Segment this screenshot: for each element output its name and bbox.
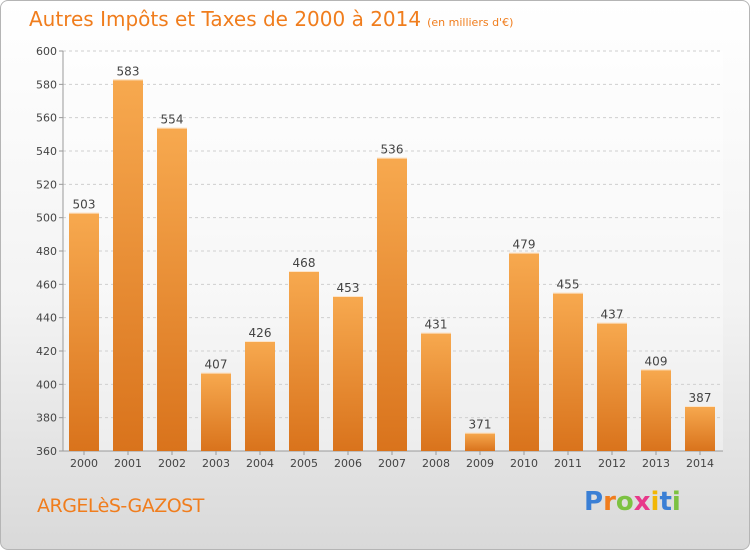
bar-value-label: 407: [205, 358, 228, 372]
bar: [377, 157, 407, 451]
logo-letter: o: [615, 487, 634, 517]
bar: [553, 292, 583, 451]
x-tick-label: 2010: [510, 457, 538, 470]
x-tick-label: 2004: [246, 457, 274, 470]
bar: [509, 252, 539, 451]
x-tick-label: 2012: [598, 457, 626, 470]
x-tick-label: 2007: [378, 457, 406, 470]
y-tick-label: 420: [36, 345, 57, 358]
town-name: ARGELèS-GAZOST: [37, 495, 204, 517]
y-tick-label: 440: [36, 312, 57, 325]
bar: [333, 296, 363, 451]
x-tick-label: 2013: [642, 457, 670, 470]
bar-value-label: 554: [161, 113, 184, 127]
bar-value-label: 536: [381, 143, 404, 157]
bar: [597, 322, 627, 451]
bar: [421, 332, 451, 451]
bar: [465, 432, 495, 451]
x-tick-label: 2006: [334, 457, 362, 470]
logo-letter: P: [584, 487, 604, 517]
axis-layer: 360 380 400 420 440 460 480 500 520 540 560 580 600 2…: [36, 45, 723, 470]
chart-subtitle: (en milliers d'€): [427, 16, 514, 29]
bar-value-label: 409: [645, 354, 668, 368]
x-tick-label: 2009: [466, 457, 494, 470]
x-tick-label: 2005: [290, 457, 318, 470]
x-tick-label: 2002: [158, 457, 186, 470]
x-tick-label: 2001: [114, 457, 142, 470]
y-tick-label: 460: [36, 278, 57, 291]
y-tick-label: 480: [36, 245, 57, 258]
y-tick-label: 500: [36, 212, 57, 225]
logo-letter: i: [671, 487, 681, 517]
bar: [113, 79, 143, 451]
y-tick-label: 520: [36, 178, 57, 191]
y-tick-label: 360: [36, 445, 57, 458]
logo-letter: r: [603, 487, 616, 517]
logo-letter: x: [633, 487, 651, 517]
bar-value-label: 371: [469, 418, 492, 432]
bar: [201, 372, 231, 451]
x-tick-label: 2008: [422, 457, 450, 470]
chart-title-text: Autres Impôts et Taxes de 2000 à 2014: [29, 7, 422, 31]
bar: [685, 406, 715, 451]
logo-letter: t: [659, 487, 672, 517]
y-tick-label: 540: [36, 145, 57, 158]
chart-title: Autres Impôts et Taxes de 2000 à 2014 (en…: [29, 7, 513, 31]
bar-value-label: 583: [117, 64, 140, 78]
proxiti-logo: Proxiti: [584, 487, 681, 517]
bar-layer: 503 583 554 407 426 468 453 536 431 371 479 455 437 4…: [69, 64, 715, 452]
bar-value-label: 479: [513, 238, 536, 252]
bar: [289, 271, 319, 451]
x-tick-label: 2014: [686, 457, 714, 470]
y-tick-label: 400: [36, 378, 57, 391]
bar-value-label: 437: [601, 308, 624, 322]
bar-value-label: 468: [293, 256, 316, 270]
y-tick-label: 600: [36, 45, 57, 58]
bar-value-label: 455: [557, 278, 580, 292]
bar: [641, 369, 671, 451]
bar-value-label: 431: [425, 318, 448, 332]
x-tick-label: 2000: [70, 457, 98, 470]
y-tick-label: 380: [36, 412, 57, 425]
bar-value-label: 426: [249, 326, 272, 340]
bar: [69, 212, 99, 451]
x-tick-label: 2011: [554, 457, 582, 470]
bar-value-label: 387: [689, 391, 712, 405]
y-tick-label: 560: [36, 112, 57, 125]
bar: [245, 341, 275, 451]
bar-value-label: 503: [73, 198, 96, 212]
y-tick-label: 580: [36, 78, 57, 91]
bar: [157, 127, 187, 452]
x-tick-label: 2003: [202, 457, 230, 470]
bar-value-label: 453: [337, 281, 360, 295]
logo-letter: i: [650, 487, 660, 517]
